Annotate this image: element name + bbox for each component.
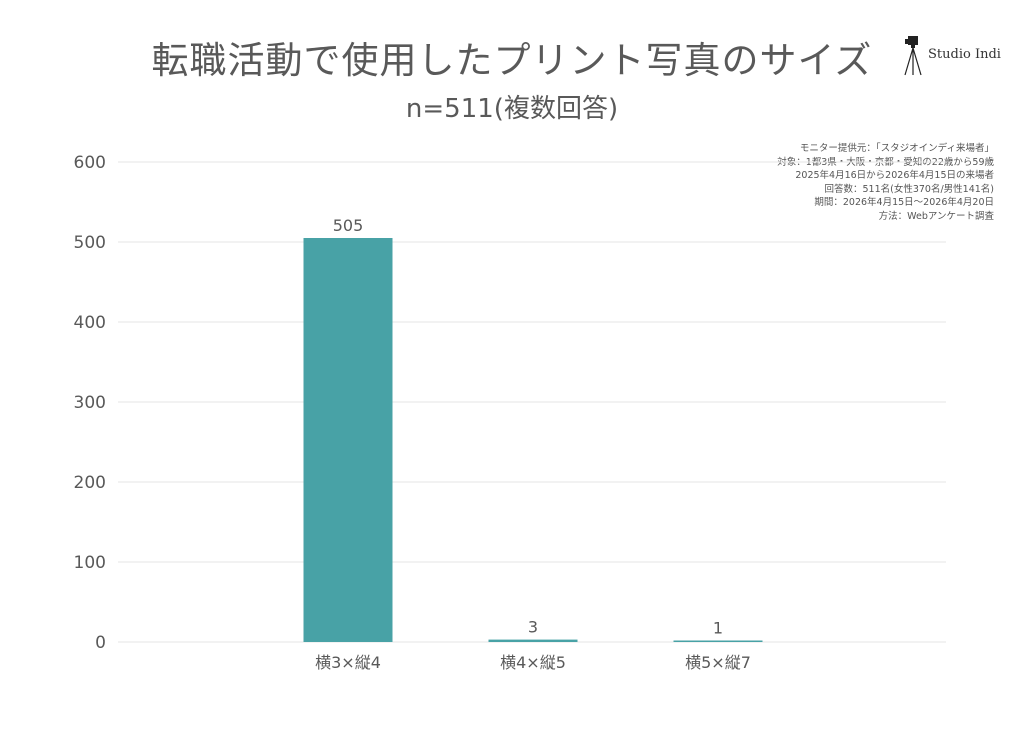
gridlines <box>118 161 946 643</box>
bar <box>673 640 763 642</box>
bar <box>303 238 393 642</box>
note-line: モニター提供元：「スタジオインディ来場者」 <box>799 143 994 154</box>
category-label: 横3×縦4 <box>315 653 381 672</box>
camera-tripod-icon <box>904 36 922 76</box>
y-tick-label: 300 <box>74 393 106 413</box>
x-axis-categories: 横3×縦4 横4×縦5 横5×縦7 <box>315 653 751 672</box>
category-label: 横4×縦5 <box>500 653 566 672</box>
chart-title: 転職活動で使用したプリント写真のサイズ <box>151 39 873 82</box>
data-label: 1 <box>713 619 723 638</box>
y-tick-label: 400 <box>74 313 106 333</box>
logo-text: Studio Indi <box>928 47 1001 62</box>
y-tick-label: 600 <box>74 153 106 173</box>
data-labels: 505 3 1 <box>333 216 723 638</box>
y-tick-label: 500 <box>74 233 106 253</box>
note-line: 回答数：511名(女性370名/男性141名) <box>824 183 994 195</box>
note-line: 期間：2026年4月15日〜2026年4月20日 <box>814 197 994 208</box>
chart-subtitle: n=511(複数回答) <box>405 94 619 124</box>
category-label: 横5×縦7 <box>685 653 751 672</box>
y-tick-label: 0 <box>95 633 106 653</box>
y-tick-label: 100 <box>74 553 106 573</box>
note-line: 方法：Webアンケート調査 <box>878 210 994 222</box>
y-tick-label: 200 <box>74 473 106 493</box>
note-line: 2025年4月16日から2026年4月15日の来場者 <box>795 170 994 181</box>
y-axis-ticks: 0 100 200 300 400 500 600 <box>74 153 106 653</box>
studio-logo: Studio Indi <box>902 34 1012 76</box>
data-label: 505 <box>333 216 364 235</box>
bars <box>303 238 763 642</box>
data-label: 3 <box>528 618 538 637</box>
bar <box>488 639 578 642</box>
